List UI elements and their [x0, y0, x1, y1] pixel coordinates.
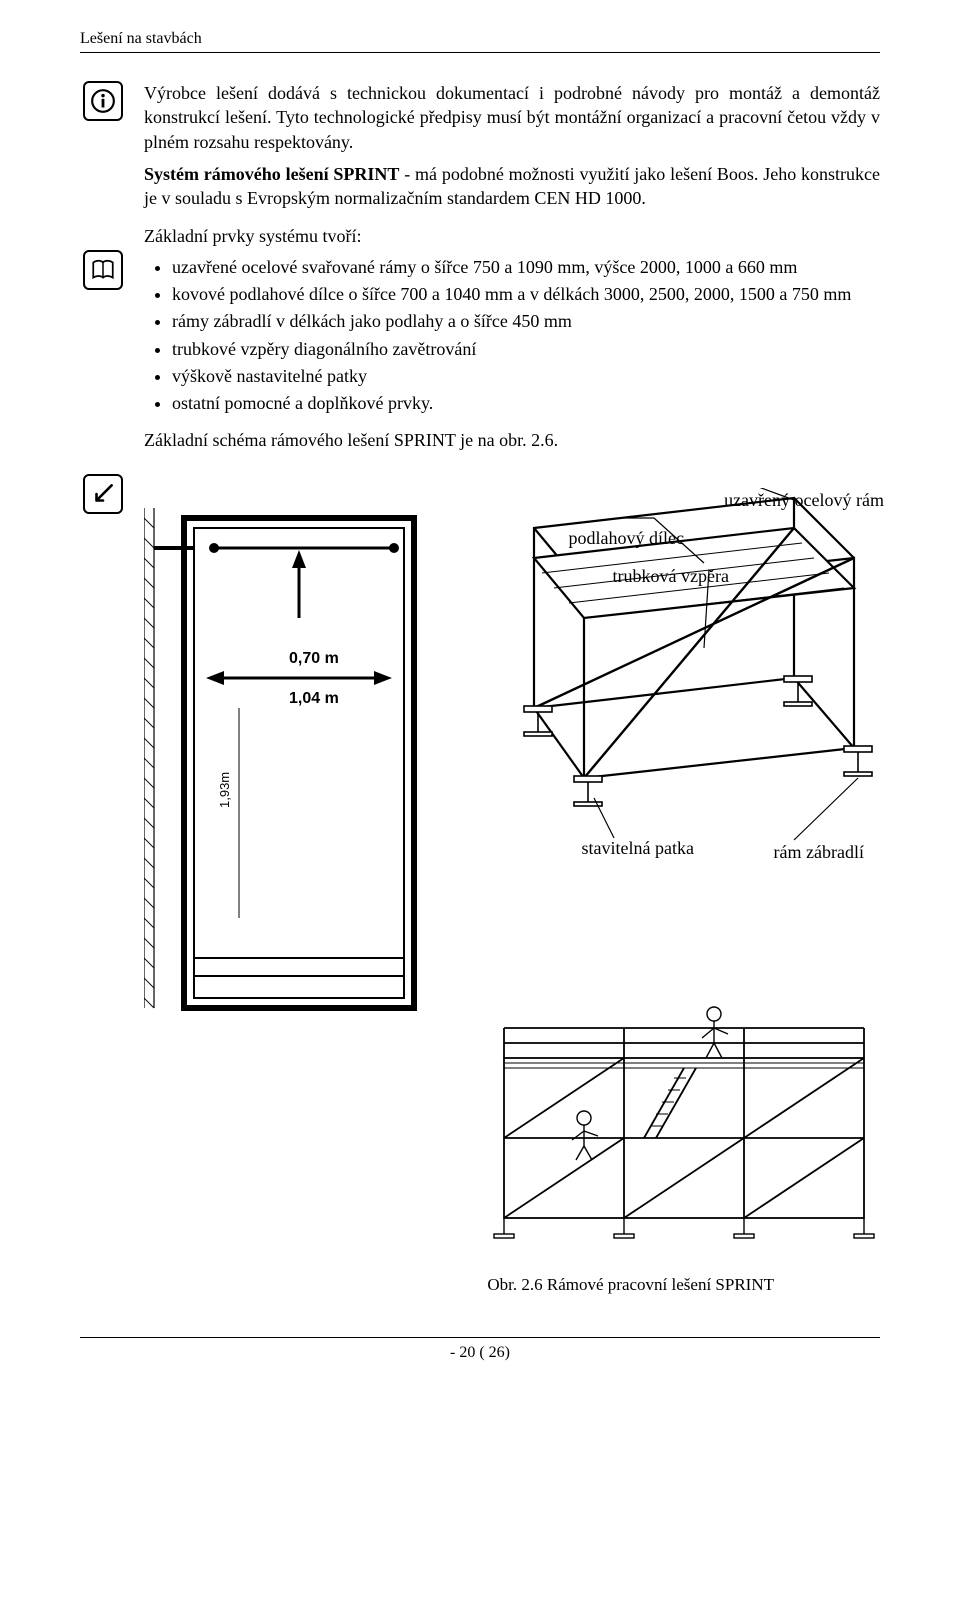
bullet-item: rámy zábradlí v délkách jako podlahy a o… — [172, 309, 880, 333]
annot-closed-frame: uzavřený ocelový rám — [724, 488, 884, 512]
annot-brace: trubková vzpěra — [613, 564, 729, 588]
annot-foot: stavitelná patka — [582, 836, 694, 860]
figure-row: 0,70 m 1,04 m 1,93m — [80, 470, 880, 1297]
icon-col-1 — [80, 81, 126, 121]
dim-w1: 0,70 m — [289, 650, 339, 667]
icon-col-3 — [80, 470, 126, 514]
pointer-icon — [83, 474, 123, 514]
figure-svg: 0,70 m 1,04 m 1,93m — [144, 488, 884, 1248]
book-icon — [83, 250, 123, 290]
bullet-list: uzavřené ocelové svařované rámy o šířce … — [144, 255, 880, 416]
annot-deck: podlahový dílec — [569, 526, 684, 550]
running-head: Lešení na stavbách — [80, 30, 880, 53]
page: Lešení na stavbách Výrobce lešení dodává… — [0, 0, 960, 1402]
block-system: Systém rámového lešení SPRINT - má podob… — [80, 162, 880, 466]
paragraph-2-bold: Systém rámového lešení SPRINT — [144, 164, 399, 184]
annot-rail: rám zábradlí — [774, 840, 864, 864]
bullet-item: kovové podlahové dílce o šířce 700 a 104… — [172, 282, 880, 306]
figure-area: 0,70 m 1,04 m 1,93m — [144, 488, 884, 1297]
paragraph-1: Výrobce lešení dodává s technickou dokum… — [144, 81, 880, 154]
figure-caption: Obr. 2.6 Rámové pracovní lešení SPRINT — [144, 1274, 884, 1297]
icon-col-2 — [80, 162, 126, 290]
bullet-item: uzavřené ocelové svařované rámy o šířce … — [172, 255, 880, 279]
paragraph-3: Základní prvky systému tvoří: — [144, 224, 880, 248]
text-col-2: Systém rámového lešení SPRINT - má podob… — [144, 162, 880, 466]
paragraph-4: Základní schéma rámového lešení SPRINT j… — [144, 428, 880, 452]
bullet-item: trubkové vzpěry diagonálního zavětrování — [172, 337, 880, 361]
bullet-item: výškově nastavitelné patky — [172, 364, 880, 388]
info-icon — [83, 81, 123, 121]
dim-w2: 1,04 m — [289, 690, 339, 707]
text-col-1: Výrobce lešení dodává s technickou dokum… — [144, 81, 880, 168]
dim-h: 1,93m — [217, 772, 232, 808]
paragraph-2: Systém rámového lešení SPRINT - má podob… — [144, 162, 880, 211]
block-intro: Výrobce lešení dodává s technickou dokum… — [80, 81, 880, 168]
page-footer: - 20 ( 26) — [80, 1337, 880, 1362]
bullet-item: ostatní pomocné a doplňkové prvky. — [172, 391, 880, 415]
